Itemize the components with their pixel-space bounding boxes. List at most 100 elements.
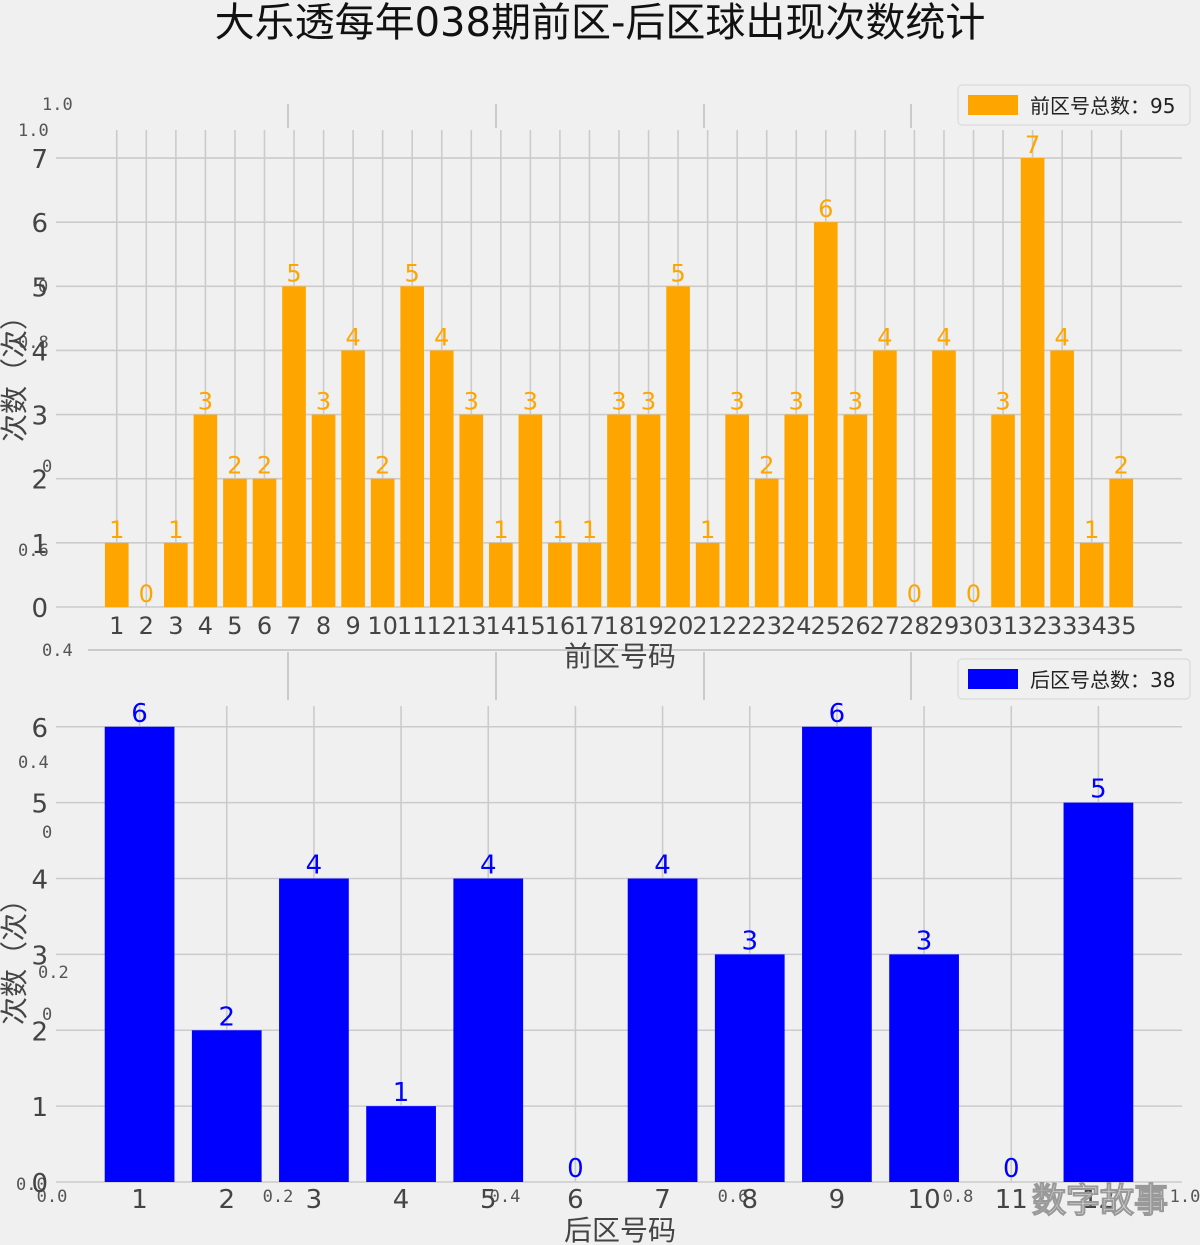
bar-value-label: 0 bbox=[966, 580, 981, 608]
legend: 后区号总数：38 bbox=[957, 658, 1191, 700]
y-tick-label: 1 bbox=[31, 530, 48, 560]
ghost-tick-label: 0.2 bbox=[263, 1187, 294, 1207]
bar-value-label: 4 bbox=[480, 851, 497, 881]
ghost-tick-label: 0 bbox=[42, 457, 52, 477]
bar-12 bbox=[429, 350, 454, 607]
ghost-tick-label: 0.2 bbox=[38, 963, 69, 983]
y-tick-label: 5 bbox=[31, 273, 48, 303]
x-axis-title: 后区号码 bbox=[564, 1214, 676, 1245]
ghost-tick-label: 0.6 bbox=[18, 541, 49, 561]
x-tick-label: 17 bbox=[574, 612, 605, 640]
x-tick-label: 33 bbox=[1047, 612, 1078, 640]
x-tick-label: 11 bbox=[397, 612, 428, 640]
x-tick-label: 10 bbox=[367, 612, 398, 640]
y-tick-label: 3 bbox=[31, 402, 48, 432]
x-tick-label: 9 bbox=[345, 612, 360, 640]
x-tick-label: 30 bbox=[958, 612, 989, 640]
bar-21 bbox=[695, 542, 720, 607]
bar-29 bbox=[932, 350, 956, 607]
legend: 前区号总数：95 bbox=[957, 84, 1191, 126]
bar-value-label: 3 bbox=[848, 388, 863, 416]
bar-5 bbox=[453, 878, 524, 1182]
bar-25 bbox=[813, 222, 838, 607]
y-tick-label: 0 bbox=[31, 594, 48, 624]
ghost-tick-label: 0.8 bbox=[18, 333, 49, 353]
bar-value-label: 1 bbox=[493, 516, 508, 544]
legend-label: 前区号总数：95 bbox=[1030, 94, 1175, 118]
bar-13 bbox=[459, 414, 484, 607]
x-tick-label: 3 bbox=[306, 1185, 323, 1215]
legend-swatch bbox=[968, 95, 1018, 115]
ghost-tick-label: 1.0 bbox=[42, 95, 73, 115]
bar-23 bbox=[754, 478, 779, 607]
bar-8 bbox=[311, 414, 336, 607]
x-tick-label: 6 bbox=[567, 1185, 584, 1215]
bar-value-label: 7 bbox=[1025, 131, 1040, 159]
bar-value-label: 5 bbox=[1090, 775, 1107, 805]
bar-value-label: 5 bbox=[670, 259, 685, 287]
bar-value-label: 0 bbox=[1003, 1154, 1020, 1184]
bar-22 bbox=[725, 414, 749, 607]
bar-value-label: 1 bbox=[168, 516, 183, 544]
x-tick-label: 14 bbox=[486, 612, 517, 640]
x-tick-label: 11 bbox=[995, 1185, 1028, 1215]
bar-value-label: 5 bbox=[405, 259, 420, 287]
bar-value-label: 2 bbox=[375, 452, 390, 480]
x-tick-label: 15 bbox=[515, 612, 546, 640]
bar-24 bbox=[784, 414, 809, 607]
bar-18 bbox=[607, 414, 631, 607]
x-tick-label: 23 bbox=[751, 612, 782, 640]
figure-title: 大乐透每年038期前区-后区球出现次数统计 bbox=[215, 0, 986, 46]
bar-17 bbox=[577, 542, 602, 607]
bar-value-label: 6 bbox=[818, 195, 833, 223]
y-tick-label: 5 bbox=[31, 790, 48, 820]
bar-value-label: 1 bbox=[700, 516, 715, 544]
bar-7 bbox=[282, 286, 306, 607]
x-tick-label: 24 bbox=[781, 612, 812, 640]
x-tick-label: 5 bbox=[227, 612, 242, 640]
bar-value-label: 1 bbox=[552, 516, 567, 544]
y-axis-title: 次数（次） bbox=[0, 885, 31, 1025]
x-tick-label: 22 bbox=[722, 612, 753, 640]
ghost-tick-label: 0 bbox=[38, 277, 48, 297]
bar-15 bbox=[518, 414, 543, 607]
bar-value-label: 2 bbox=[1114, 452, 1129, 480]
x-tick-label: 2 bbox=[218, 1185, 235, 1215]
bar-value-label: 2 bbox=[257, 452, 272, 480]
x-tick-label: 26 bbox=[840, 612, 871, 640]
ghost-tick-label: 0.0 bbox=[16, 1175, 47, 1195]
y-tick-label: 2 bbox=[31, 1017, 48, 1047]
ghost-axis-layer: 1.01.000.800.60.40.400.200.00.0 0.2 0.4 0.6… bbox=[16, 95, 1200, 1207]
bar-value-label: 4 bbox=[877, 323, 892, 351]
legend-label: 后区号总数：38 bbox=[1030, 668, 1175, 692]
bar-8 bbox=[714, 954, 785, 1182]
y-axis-title: 次数（次） bbox=[0, 302, 31, 442]
x-tick-label: 8 bbox=[316, 612, 331, 640]
bar-value-label: 1 bbox=[582, 516, 597, 544]
x-tick-label: 7 bbox=[654, 1185, 671, 1215]
bar-6 bbox=[252, 478, 277, 607]
bar-value-label: 0 bbox=[567, 1154, 584, 1184]
bar-value-label: 3 bbox=[316, 388, 331, 416]
ghost-tick-label: 0.8 bbox=[943, 1187, 974, 1207]
x-tick-label: 1 bbox=[109, 612, 124, 640]
bar-value-label: 3 bbox=[916, 926, 933, 956]
bar-value-label: 6 bbox=[131, 699, 148, 729]
bar-35 bbox=[1109, 478, 1134, 607]
x-tick-label: 9 bbox=[829, 1185, 846, 1215]
bar-value-label: 3 bbox=[641, 388, 656, 416]
bar-33 bbox=[1050, 350, 1074, 607]
bar-27 bbox=[873, 350, 897, 607]
bar-31 bbox=[991, 414, 1015, 607]
bar-26 bbox=[843, 414, 868, 607]
bar-value-label: 3 bbox=[464, 388, 479, 416]
bar-value-label: 4 bbox=[1055, 323, 1070, 351]
bar-value-label: 2 bbox=[759, 452, 774, 480]
bar-value-label: 4 bbox=[345, 323, 360, 351]
ghost-tick-label: 0.4 bbox=[42, 641, 73, 661]
bar-value-label: 0 bbox=[139, 580, 154, 608]
x-tick-label: 35 bbox=[1106, 612, 1137, 640]
bar-7 bbox=[627, 878, 698, 1182]
bar-value-label: 3 bbox=[789, 388, 804, 416]
bar-19 bbox=[636, 414, 661, 607]
